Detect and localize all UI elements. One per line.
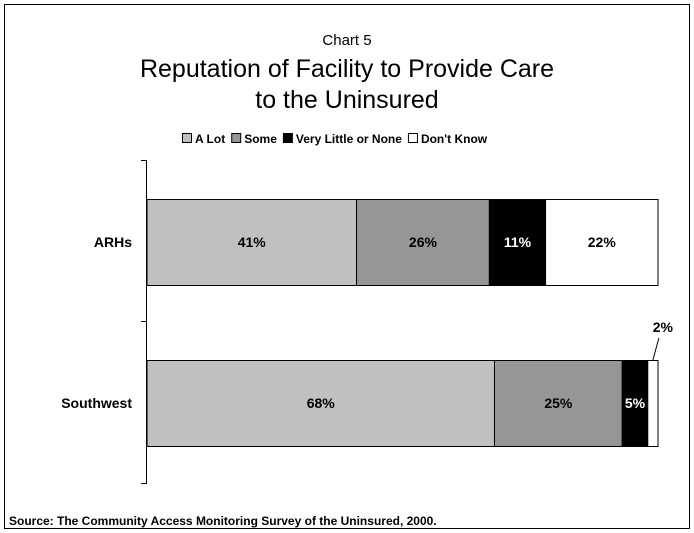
chart-title-line-1: Reputation of Facility to Provide Care [140, 55, 554, 83]
bar-segment-arhs-some [356, 199, 490, 286]
source-note: Source: The Community Access Monitoring … [9, 514, 437, 528]
data-label-southwest-very-little-or-none: 5% [625, 395, 646, 411]
bar-segment-southwest-a-lot [146, 360, 495, 447]
legend: A Lot Some Very Little or None Don't Know [182, 132, 488, 146]
data-label-southwest-a-lot: 68% [307, 395, 336, 411]
legend-label-very-little-or-none: Very Little or None [296, 132, 402, 146]
bar-segment-southwest-don-t-know [647, 360, 659, 447]
legend-label-some: Some [244, 132, 277, 146]
legend-label-don-t-know: Don't Know [421, 132, 488, 146]
legend-swatch-very-little-or-none [282, 133, 293, 143]
data-label-arhs-a-lot: 41% [238, 234, 267, 250]
bar-segment-arhs-don-t-know [545, 199, 659, 286]
category-label-arhs: ARHs [94, 234, 132, 250]
legend-swatch-don-t-know [407, 133, 418, 143]
bar-segment-arhs-a-lot [146, 199, 358, 286]
legend-swatch-some [231, 133, 242, 143]
category-label-southwest: Southwest [61, 395, 132, 411]
data-label-southwest-don-t-know: 2% [653, 319, 674, 335]
leader-line-southwest-don-t-know [652, 337, 660, 361]
bar-segment-southwest-very-little-or-none [621, 360, 649, 447]
chart-number: Chart 5 [322, 32, 371, 49]
legend-label-a-lot: A Lot [195, 132, 225, 146]
legend-swatch-a-lot [182, 133, 192, 143]
bars: ARHs 41% 26% 11% 22% Southwest 68% 25% 5% 2% [61, 199, 674, 447]
data-label-arhs-very-little-or-none: 11% [504, 234, 532, 250]
data-label-arhs-don-t-know: 22% [588, 234, 617, 250]
chart-title-line-2: to the Uninsured [255, 86, 438, 114]
data-label-southwest-some: 25% [544, 395, 573, 411]
bar-segment-southwest-some [493, 360, 623, 447]
data-label-arhs-some: 26% [409, 234, 438, 250]
